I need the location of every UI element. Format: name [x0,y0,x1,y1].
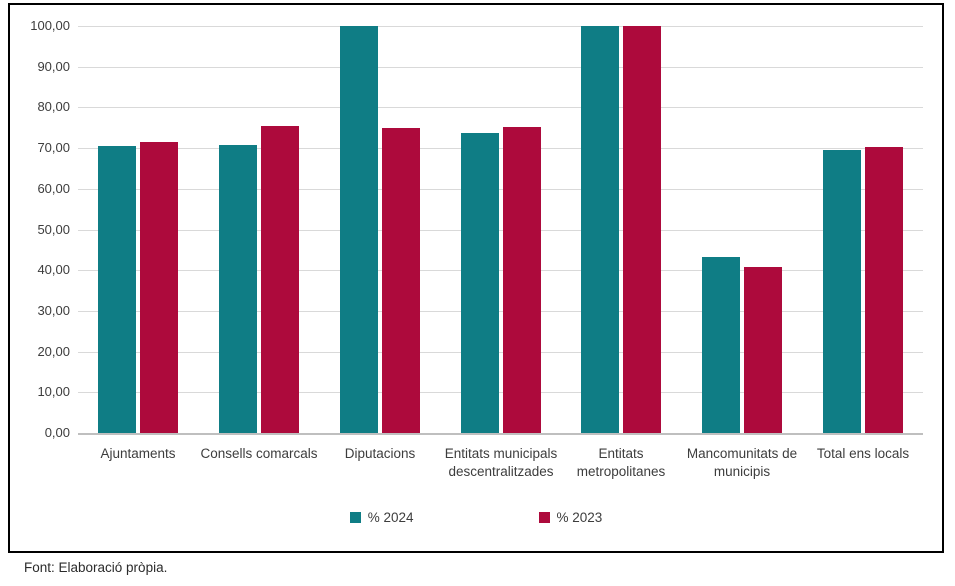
x-axis-category-label: Entitats municipals descentralitzades [444,446,558,479]
gridline [78,148,923,149]
bar-2023-diputacions [382,128,420,433]
x-axis-category-label: Ajuntaments [100,446,176,461]
bar-2023-ajuntaments [140,142,178,433]
gridline [78,392,923,393]
y-axis-tick-label: 40,00 [37,262,70,277]
gridline [78,230,923,231]
bar-2024-ajuntaments [98,146,136,433]
gridline [78,311,923,312]
bar-2023-mancomunitats-de-municipis [744,267,782,433]
y-axis-tick-label: 20,00 [37,344,70,359]
chart-box: 0,00 10,00 20,00 30,00 40,00 50,00 60,00 70,00 8… [8,3,944,553]
bar-2023-total-ens-locals [865,147,903,433]
bar-2024-total-ens-locals [823,150,861,433]
x-axis-category-label: Entitats metropolitanes [576,446,666,479]
y-axis-tick-label: 30,00 [37,303,70,318]
bar-2024-entitats-municipals-descentralitzades [461,133,499,433]
legend-item: % 2024 [349,510,414,525]
y-axis-tick-label: 0,00 [44,425,70,440]
gridline [78,26,923,27]
bar-2024-diputacions [340,26,378,433]
x-axis-line [78,433,923,435]
gridline [78,107,923,108]
legend-swatch-icon [349,512,361,523]
bar-2024-mancomunitats-de-municipis [702,257,740,433]
y-axis-tick-label: 90,00 [37,59,70,74]
x-axis-category-label: Diputacions [344,446,416,461]
legend-label: % 2024 [367,510,414,525]
y-axis-tick-label: 100,00 [30,18,70,33]
y-axis-tick-label: 80,00 [37,99,70,114]
y-axis-tick-label: 50,00 [37,222,70,237]
gridline [78,270,923,271]
gridline [78,189,923,190]
bar-2024-consells-comarcals [219,145,257,433]
x-axis-category-label: Mancomunitats de municipis [686,446,798,479]
legend-label: % 2023 [556,510,603,525]
bar-2023-entitats-metropolitanes [623,26,661,433]
x-axis-category-label: Consells comarcals [200,446,318,461]
source-note: Font: Elaboració pròpia. [24,560,168,575]
legend-item: % 2023 [538,510,603,525]
bar-2024-entitats-metropolitanes [581,26,619,433]
x-axis-category-label: Total ens locals [816,446,910,461]
y-axis-tick-label: 60,00 [37,181,70,196]
bar-2023-consells-comarcals [261,126,299,433]
gridline [78,67,923,68]
chart-legend: % 2024 % 2023 [10,510,942,525]
gridline [78,352,923,353]
y-axis-tick-label: 10,00 [37,384,70,399]
bar-2023-entitats-municipals-descentralitzades [503,127,541,433]
legend-swatch-icon [538,512,550,523]
y-axis-tick-label: 70,00 [37,140,70,155]
